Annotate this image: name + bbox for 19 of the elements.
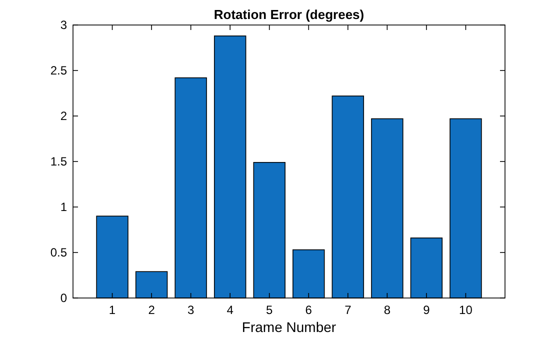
x-tick-label: 9 (423, 303, 430, 317)
y-tick-label: 0 (60, 291, 68, 306)
chart-title: Rotation Error (degrees) (214, 7, 364, 22)
y-tick-label: 1.5 (50, 154, 68, 169)
x-tick-label: 8 (384, 303, 391, 317)
y-tick-label: 1 (60, 200, 68, 214)
x-tick-label: 1 (108, 303, 116, 317)
y-tick-label: 2.5 (50, 64, 68, 78)
x-tick-label: 5 (266, 303, 274, 317)
y-tick-label: 0.5 (50, 246, 68, 260)
y-tick-label: 3 (60, 18, 68, 32)
x-tick-label: 4 (226, 303, 234, 317)
x-tick-label: 2 (148, 303, 156, 317)
y-tick-label: 2 (60, 109, 68, 124)
x-axis-title: Frame Number (242, 319, 336, 335)
x-tick-label: 6 (305, 303, 312, 317)
x-tick-label: 3 (187, 303, 194, 317)
x-tick-label: 7 (344, 303, 352, 317)
x-tick-label: 10 (459, 303, 473, 317)
